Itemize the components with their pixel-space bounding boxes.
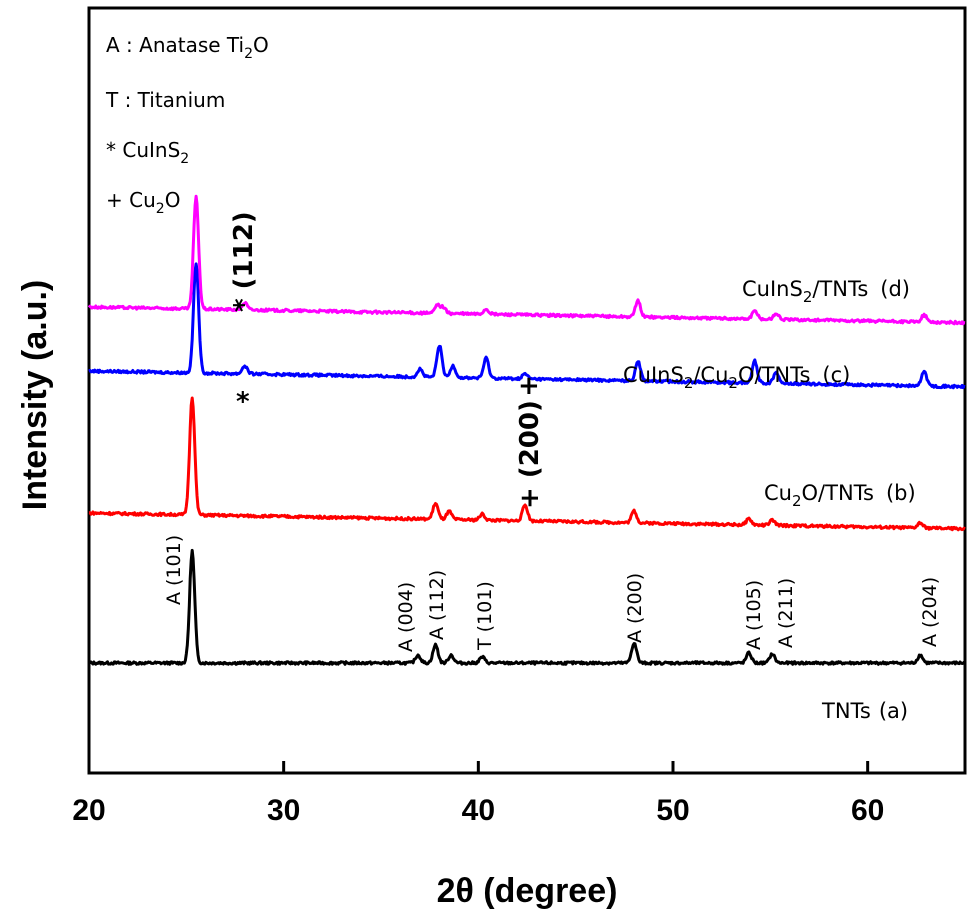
marker-star-112-d: * (112) — [229, 211, 259, 312]
peak-labels: A (101) A (004) A (112) T (101) A (200) … — [163, 535, 941, 652]
peak-label-a004: A (004) — [395, 582, 417, 652]
legend-item-cu2o: + Cu2O — [106, 188, 180, 217]
series-lines — [87, 194, 967, 666]
x-tick-label-50: 50 — [656, 794, 689, 827]
series-line-c — [88, 262, 966, 390]
peak-label-a200: A (200) — [624, 573, 646, 643]
x-tick-label-20: 20 — [72, 794, 105, 827]
legend-item-anatase: A : Anatase Ti2O — [106, 33, 269, 62]
legend: A : Anatase Ti2O T : Titanium * CuInS2 +… — [105, 33, 269, 217]
x-tick-label-30: 30 — [267, 794, 300, 827]
series-label-a: TNTs (a) — [821, 699, 908, 723]
x-tick-label-40: 40 — [462, 794, 495, 827]
x-axis-ticks: 20 30 40 50 60 — [72, 761, 884, 827]
series-labels: TNTs (a) Cu2O/TNTs (b) CuInS2/Cu2O/TNTs (c)… — [623, 277, 916, 723]
series-label-c: CuInS2/Cu2O/TNTs (c) — [623, 363, 850, 392]
peak-label-t101: T (101) — [474, 581, 496, 651]
series-label-d: CuInS2/TNTs (d) — [742, 277, 910, 306]
y-axis-title: Intensity (a.u.) — [16, 280, 54, 510]
series-line-d — [87, 194, 966, 326]
x-tick-label-60: 60 — [851, 794, 884, 827]
peak-label-a211: A (211) — [775, 578, 797, 648]
legend-item-cuins2: * CuInS2 — [106, 138, 189, 167]
marker-plus-c: + — [518, 371, 540, 401]
series-line-b — [88, 396, 966, 532]
peak-label-a112: A (112) — [426, 570, 448, 640]
legend-item-titanium: T : Titanium — [105, 88, 225, 112]
phase-markers: * (112) * + + (200) — [229, 211, 545, 509]
marker-plus-200-b: + (200) — [515, 400, 545, 509]
x-axis-title: 2θ (degree) — [437, 872, 618, 910]
series-label-b: Cu2O/TNTs (b) — [764, 481, 916, 510]
marker-star-c: * — [236, 387, 250, 417]
peak-label-a204: A (204) — [919, 577, 941, 647]
peak-label-a105: A (105) — [743, 580, 765, 650]
series-line-a — [88, 548, 967, 666]
peak-label-a101: A (101) — [163, 535, 185, 605]
plot-frame — [87, 6, 967, 775]
